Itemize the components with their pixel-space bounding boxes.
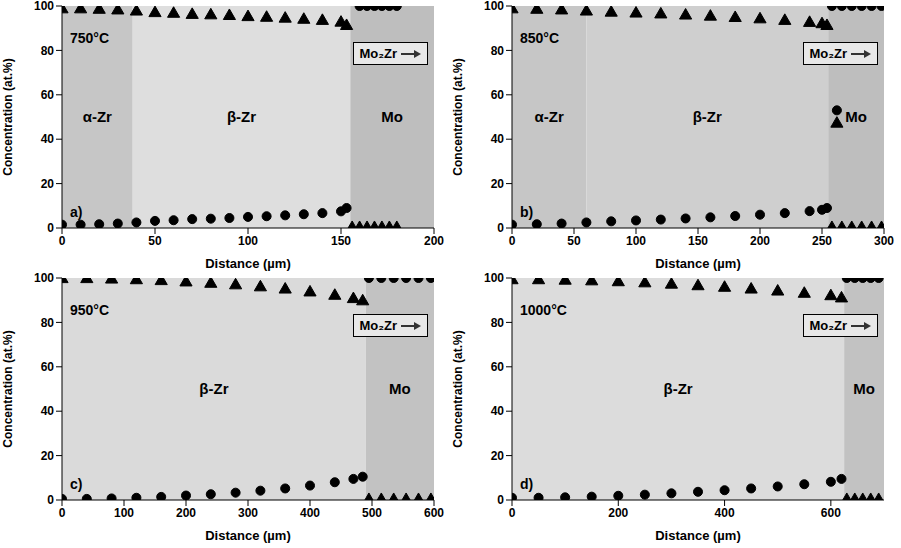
svg-text:α-Zr: α-Zr [83,108,112,125]
svg-text:50: 50 [567,234,581,248]
svg-text:40: 40 [491,404,505,418]
html-text:Mo₂Zr: Mo₂Zr [809,46,847,61]
svg-text:100: 100 [114,506,134,520]
svg-text:150: 150 [688,234,708,248]
svg-text:Distance (µm): Distance (µm) [655,528,741,543]
svg-text:0: 0 [497,493,504,507]
svg-text:0: 0 [47,493,54,507]
svg-text:60: 60 [41,360,55,374]
svg-text:0: 0 [47,221,54,235]
svg-text:β-Zr: β-Zr [693,108,722,125]
svg-text:60: 60 [41,88,55,102]
svg-text:100: 100 [484,272,504,285]
svg-text:600: 600 [821,506,841,520]
html-text:Mo₂Zr: Mo₂Zr [809,318,847,333]
svg-text:150: 150 [331,234,351,248]
svg-text:20: 20 [41,449,55,463]
svg-text:0: 0 [509,506,516,520]
svg-text:600: 600 [424,506,444,520]
svg-text:60: 60 [491,88,505,102]
svg-text:Concentration (at.%): Concentration (at.%) [1,330,15,447]
svg-text:200: 200 [176,506,196,520]
svg-text:20: 20 [41,177,55,191]
svg-text:0: 0 [509,234,516,248]
svg-text:100: 100 [34,0,54,13]
svg-text:400: 400 [715,506,735,520]
svg-text:300: 300 [238,506,258,520]
svg-text:Distance (µm): Distance (µm) [655,256,741,271]
html-text:b): b) [520,204,534,220]
svg-text:40: 40 [41,132,55,146]
svg-text:0: 0 [497,221,504,235]
svg-text:α-Zr: α-Zr [535,108,564,125]
svg-text:100: 100 [34,272,54,285]
svg-text:100: 100 [484,0,504,13]
svg-text:200: 200 [608,506,628,520]
svg-text:250: 250 [812,234,832,248]
svg-text:20: 20 [491,449,505,463]
svg-text:80: 80 [491,44,505,58]
svg-text:50: 50 [148,234,162,248]
svg-text:Mo: Mo [381,108,403,125]
html-text:c): c) [70,476,83,492]
html-text:950°C: 950°C [70,302,110,318]
svg-text:80: 80 [41,316,55,330]
svg-text:β-Zr: β-Zr [227,108,256,125]
svg-text:0: 0 [59,506,66,520]
svg-text:0: 0 [59,234,66,248]
html-text:Mo₂Zr: Mo₂Zr [359,318,397,333]
svg-text:200: 200 [750,234,770,248]
html-text:d): d) [520,476,534,492]
svg-text:Concentration (at.%): Concentration (at.%) [1,58,15,175]
html-text:Mo₂Zr: Mo₂Zr [359,46,397,61]
svg-text:Concentration (at.%): Concentration (at.%) [451,330,465,447]
svg-text:200: 200 [424,234,444,248]
svg-text:Mo: Mo [845,108,867,125]
svg-text:40: 40 [491,132,505,146]
svg-text:500: 500 [362,506,382,520]
svg-text:β-Zr: β-Zr [663,380,692,397]
html-text:a): a) [70,204,83,220]
svg-text:100: 100 [626,234,646,248]
html-text:1000°C: 1000°C [520,302,567,318]
svg-text:80: 80 [41,44,55,58]
svg-text:Mo: Mo [389,380,411,397]
html-text:850°C: 850°C [520,30,560,46]
svg-text:60: 60 [491,360,505,374]
html-text:750°C: 750°C [70,30,110,46]
svg-text:80: 80 [491,316,505,330]
svg-text:400: 400 [300,506,320,520]
svg-text:Distance (µm): Distance (µm) [205,528,291,543]
svg-text:β-Zr: β-Zr [199,380,228,397]
svg-text:Mo: Mo [853,380,875,397]
svg-text:Distance (µm): Distance (µm) [205,256,291,271]
svg-text:100: 100 [238,234,258,248]
svg-text:Concentration (at.%): Concentration (at.%) [451,58,465,175]
svg-text:300: 300 [874,234,894,248]
svg-text:20: 20 [491,177,505,191]
svg-text:40: 40 [41,404,55,418]
